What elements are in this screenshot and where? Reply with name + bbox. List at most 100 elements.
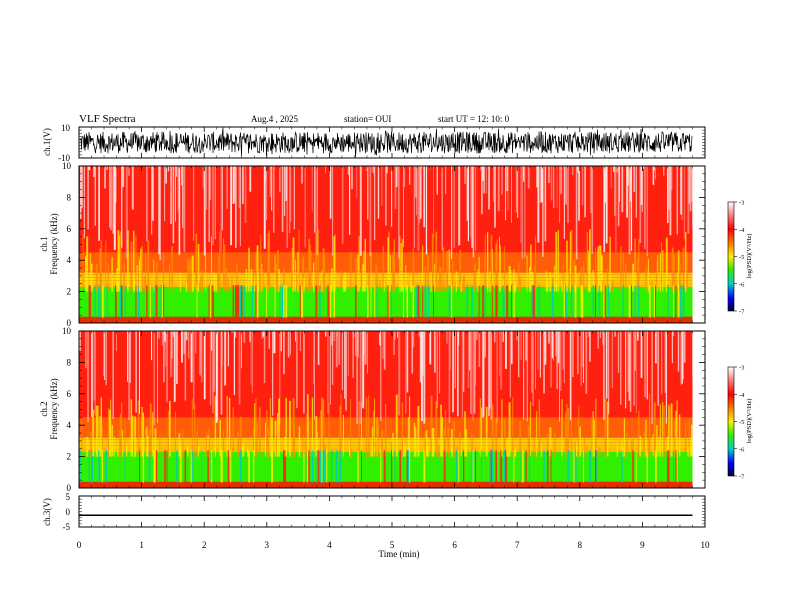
ch3-waveform-frame	[78, 495, 706, 528]
spec-white-streak	[341, 166, 344, 244]
spec-white-streak	[367, 166, 369, 220]
spec-low-streak	[667, 450, 669, 484]
spec-white-streak	[412, 331, 415, 348]
spec-yellow-streak	[101, 427, 103, 457]
spec-low-streak	[513, 285, 515, 319]
spec-low-streak	[106, 285, 108, 319]
spec-white-streak	[555, 331, 557, 356]
spec-white-streak	[683, 331, 686, 363]
spec-yellow-streak	[385, 403, 387, 457]
spec-white-streak	[314, 166, 316, 233]
spec-white-streak	[604, 166, 606, 203]
spec-white-streak	[391, 166, 393, 227]
spec-white-streak	[473, 331, 476, 414]
spec-white-streak	[506, 166, 509, 191]
spec-yellow-streak	[616, 441, 618, 457]
spec-low-streak	[361, 450, 362, 484]
ch3-ylabel: ch.3(V)	[42, 498, 52, 526]
spec-white-streak	[523, 331, 525, 420]
spec-low-streak	[673, 285, 674, 319]
spec-white-streak	[329, 166, 332, 219]
ch1-colorbar-label: log(PSD)(V²/Hz)	[746, 234, 753, 279]
spec-yellow-streak	[349, 440, 351, 457]
spec-yellow-streak	[292, 398, 295, 457]
spec-low-streak	[201, 450, 203, 484]
spec-white-streak	[550, 166, 553, 201]
spec-low-streak	[455, 450, 458, 484]
spec-white-streak	[279, 331, 281, 425]
spec-yellow-streak	[130, 399, 133, 457]
spec-yellow-streak	[487, 232, 489, 292]
spec-yellow-streak	[383, 277, 385, 292]
spec-white-streak	[425, 166, 428, 255]
spec-white-streak	[325, 331, 327, 337]
spec-yellow-streak	[645, 419, 647, 457]
spec-white-streak	[614, 331, 617, 337]
spec-yellow-streak	[117, 230, 120, 292]
spec-low-streak	[680, 285, 682, 319]
spec-white-streak	[605, 166, 608, 244]
spec-white-streak	[212, 331, 214, 414]
spec-yellow-streak	[649, 393, 651, 457]
spec-yellow-streak	[413, 423, 416, 457]
spec-yellow-streak	[443, 283, 445, 292]
spec-low-streak	[471, 450, 473, 484]
spec-low-streak	[406, 285, 408, 319]
spec-yellow-streak	[147, 240, 150, 292]
spec-white-streak	[501, 166, 503, 195]
x-axis-label: Time (min)	[379, 549, 420, 559]
spec-white-streak	[80, 166, 82, 219]
spec-yellow-streak	[580, 267, 583, 292]
spec-white-streak	[669, 166, 672, 236]
spec-white-streak	[639, 166, 642, 244]
spec-low-streak	[121, 285, 123, 319]
spec-yellow-streak	[155, 262, 158, 292]
spec-low-streak	[448, 285, 451, 319]
spec-yellow-streak	[518, 262, 520, 292]
spec-yellow-streak	[130, 241, 133, 292]
spec-low-streak	[299, 285, 301, 319]
spec-white-streak	[591, 166, 594, 254]
spec-white-streak	[458, 166, 461, 246]
spec-yellow-streak	[140, 446, 142, 457]
spec-yellow-streak	[237, 431, 240, 457]
spec-low-streak	[478, 285, 480, 319]
spec-yellow-streak	[148, 429, 151, 457]
spec-low-streak	[251, 285, 253, 319]
spec-yellow-streak	[437, 444, 440, 457]
spec-white-streak	[165, 331, 167, 367]
spec-yellow-streak	[496, 239, 498, 292]
spec-low-streak	[520, 450, 522, 484]
spec-yellow-streak	[147, 436, 149, 457]
spec-yellow-streak	[554, 266, 556, 292]
spec-yellow-streak	[632, 439, 634, 457]
spec-yellow-streak	[149, 403, 152, 457]
spec-yellow-streak	[259, 269, 261, 292]
spec-white-streak	[404, 166, 406, 187]
ch1-ytick-top: 10	[61, 123, 71, 133]
spec-yellow-streak	[185, 282, 188, 292]
spec-low-streak	[212, 285, 214, 319]
spec-white-streak	[535, 331, 536, 390]
spec-low-streak	[139, 450, 140, 484]
spec-white-streak	[577, 166, 579, 173]
spec-low-streak	[631, 285, 633, 319]
spec-yellow-streak	[315, 232, 318, 292]
spec-yellow-streak	[508, 266, 511, 292]
ch3-ytick-top: 5	[66, 492, 71, 502]
spec-white-streak	[567, 166, 569, 224]
spec-low-streak	[598, 285, 600, 319]
spec-white-streak	[415, 166, 417, 198]
spec-white-streak	[494, 331, 496, 343]
spec-white-streak	[261, 331, 264, 339]
spec-yellow-streak	[574, 441, 577, 457]
spec-low-streak	[271, 450, 273, 484]
spec-white-streak	[115, 166, 117, 203]
spec-low-streak	[638, 285, 640, 319]
spec-white-streak	[209, 331, 212, 406]
spec-white-streak	[146, 166, 148, 242]
spec-yellow-streak	[100, 397, 102, 457]
spec-yellow-streak	[297, 252, 299, 292]
spec-white-streak	[421, 331, 423, 421]
spec-white-streak	[313, 331, 314, 384]
